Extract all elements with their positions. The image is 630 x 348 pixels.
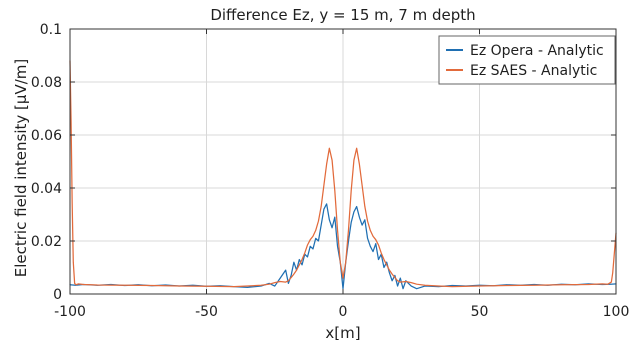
y-tick-label: 0 — [53, 287, 62, 303]
y-tick-label: 0.02 — [31, 234, 62, 250]
y-tick-label: 0.04 — [31, 181, 62, 197]
legend: Ez Opera - Analytic Ez SAES - Analytic — [439, 36, 615, 84]
y-tick-label: 0.1 — [40, 22, 62, 38]
legend-label-ez-saes: Ez SAES - Analytic — [470, 63, 597, 79]
x-tick-label: 0 — [339, 304, 348, 320]
y-tick-label: 0.08 — [31, 75, 62, 91]
y-tick-label: 0.06 — [31, 128, 62, 144]
chart-title: Difference Ez, y = 15 m, 7 m depth — [210, 6, 475, 24]
legend-label-ez-opera: Ez Opera - Analytic — [470, 43, 604, 59]
x-tick-label: -100 — [54, 304, 86, 320]
x-tick-label: 100 — [603, 304, 630, 320]
x-tick-label: -50 — [195, 304, 218, 320]
x-tick-label: 50 — [471, 304, 489, 320]
x-axis-label: x[m] — [325, 324, 360, 342]
y-axis-label: Electric field intensity [μV/m] — [12, 59, 30, 277]
